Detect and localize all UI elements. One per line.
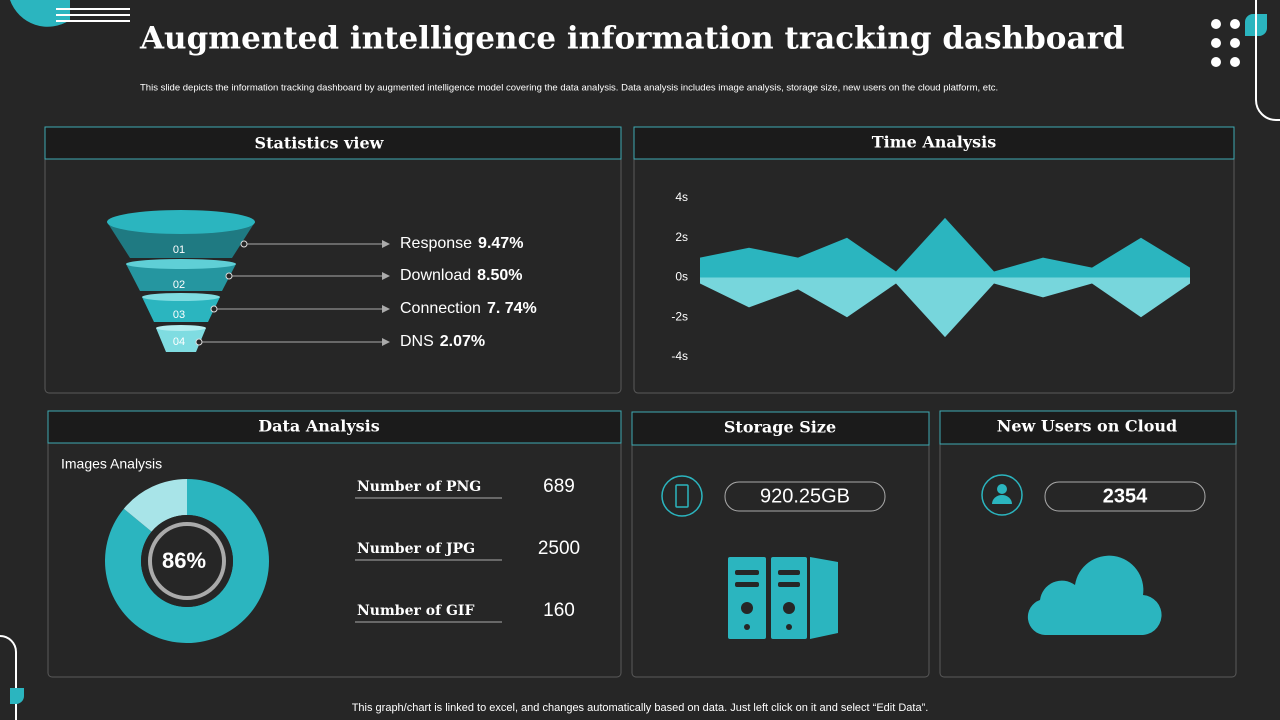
panel-title: Statistics view [255, 134, 385, 153]
connector-dot [240, 240, 248, 248]
panel-header [631, 411, 930, 446]
arrow-head [382, 338, 390, 346]
title: Augmented intelligence information track… [139, 21, 1125, 57]
panel-title: Time Analysis [872, 133, 997, 152]
icon-ring [981, 474, 1023, 516]
funnel-step: 03 [173, 309, 185, 321]
panel [44, 126, 622, 394]
y-tick-label: 2s [675, 230, 688, 244]
server-details [735, 570, 800, 630]
row-label: Number of JPG [357, 541, 475, 557]
panel-header [633, 126, 1235, 160]
stat-item: DNS 2.07% [400, 333, 485, 350]
stat-label: Connection [400, 300, 481, 317]
panel-title: Storage Size [724, 418, 836, 437]
value-pill [1044, 481, 1206, 512]
dots-decor [1211, 19, 1240, 67]
donut-slice [104, 479, 269, 643]
border-decor [0, 635, 17, 720]
funnel-step: 01 [173, 244, 185, 256]
panel-title: Data Analysis [258, 417, 379, 436]
stat-value: 8.50% [477, 267, 522, 284]
stat-value: 2.07% [440, 333, 485, 350]
panel-header [44, 126, 622, 160]
y-tick-label: -2s [671, 309, 688, 323]
stat-label: Download [400, 267, 471, 284]
funnel-step: 04 [173, 336, 185, 348]
area [700, 217, 1190, 278]
panel-title: New Users on Cloud [997, 417, 1177, 436]
arrow-head [382, 240, 390, 248]
donut-title: Images Analysis [61, 456, 162, 472]
y-tick-label: 0s [675, 270, 688, 284]
donut-label: 86% [162, 548, 206, 573]
value-pill [724, 481, 886, 512]
drive-icon [675, 484, 689, 508]
y-tick-label: 4s [675, 190, 688, 204]
panel [939, 410, 1237, 678]
corner-decor [10, 0, 70, 27]
area [700, 277, 1190, 338]
stat-label: Response [400, 235, 472, 252]
stat-item: Connection 7. 74% [400, 300, 537, 317]
row-label: Number of PNG [357, 479, 481, 495]
corner-decor [10, 688, 24, 704]
server-icon [728, 557, 838, 639]
donut-hole [141, 515, 233, 607]
panel-header [47, 410, 622, 444]
stat-item: Download 8.50% [400, 267, 523, 284]
footer: This graph/chart is linked to excel, and… [352, 702, 929, 714]
funnel [107, 210, 255, 352]
donut-ring [148, 522, 226, 600]
stat-value: 9.47% [478, 235, 523, 252]
panel-header [939, 410, 1237, 445]
border-decor [1255, 0, 1280, 121]
row-value: 2500 [538, 538, 580, 559]
donut-slice [123, 479, 187, 532]
row-value: 160 [543, 600, 575, 621]
user-icon [992, 484, 1012, 504]
connector-dot [210, 305, 218, 313]
storage-value: 920.25GB [760, 485, 850, 507]
stat-label: DNS [400, 333, 434, 350]
connector-dot [225, 272, 233, 280]
funnel-step: 02 [173, 279, 185, 291]
y-tick-label: -4s [671, 349, 688, 363]
row-value: 689 [543, 476, 575, 497]
stat-item: Response 9.47% [400, 235, 523, 252]
icon-ring [661, 475, 703, 517]
subtitle: This slide depicts the information track… [140, 83, 998, 94]
stat-value: 7. 74% [487, 300, 537, 317]
cloud-icon [1027, 555, 1162, 636]
connector-dot [195, 338, 203, 346]
menu-lines [56, 8, 130, 22]
arrow-head [382, 272, 390, 280]
users-value: 2354 [1103, 485, 1148, 507]
row-label: Number of GIF [357, 603, 474, 619]
arrow-head [382, 305, 390, 313]
